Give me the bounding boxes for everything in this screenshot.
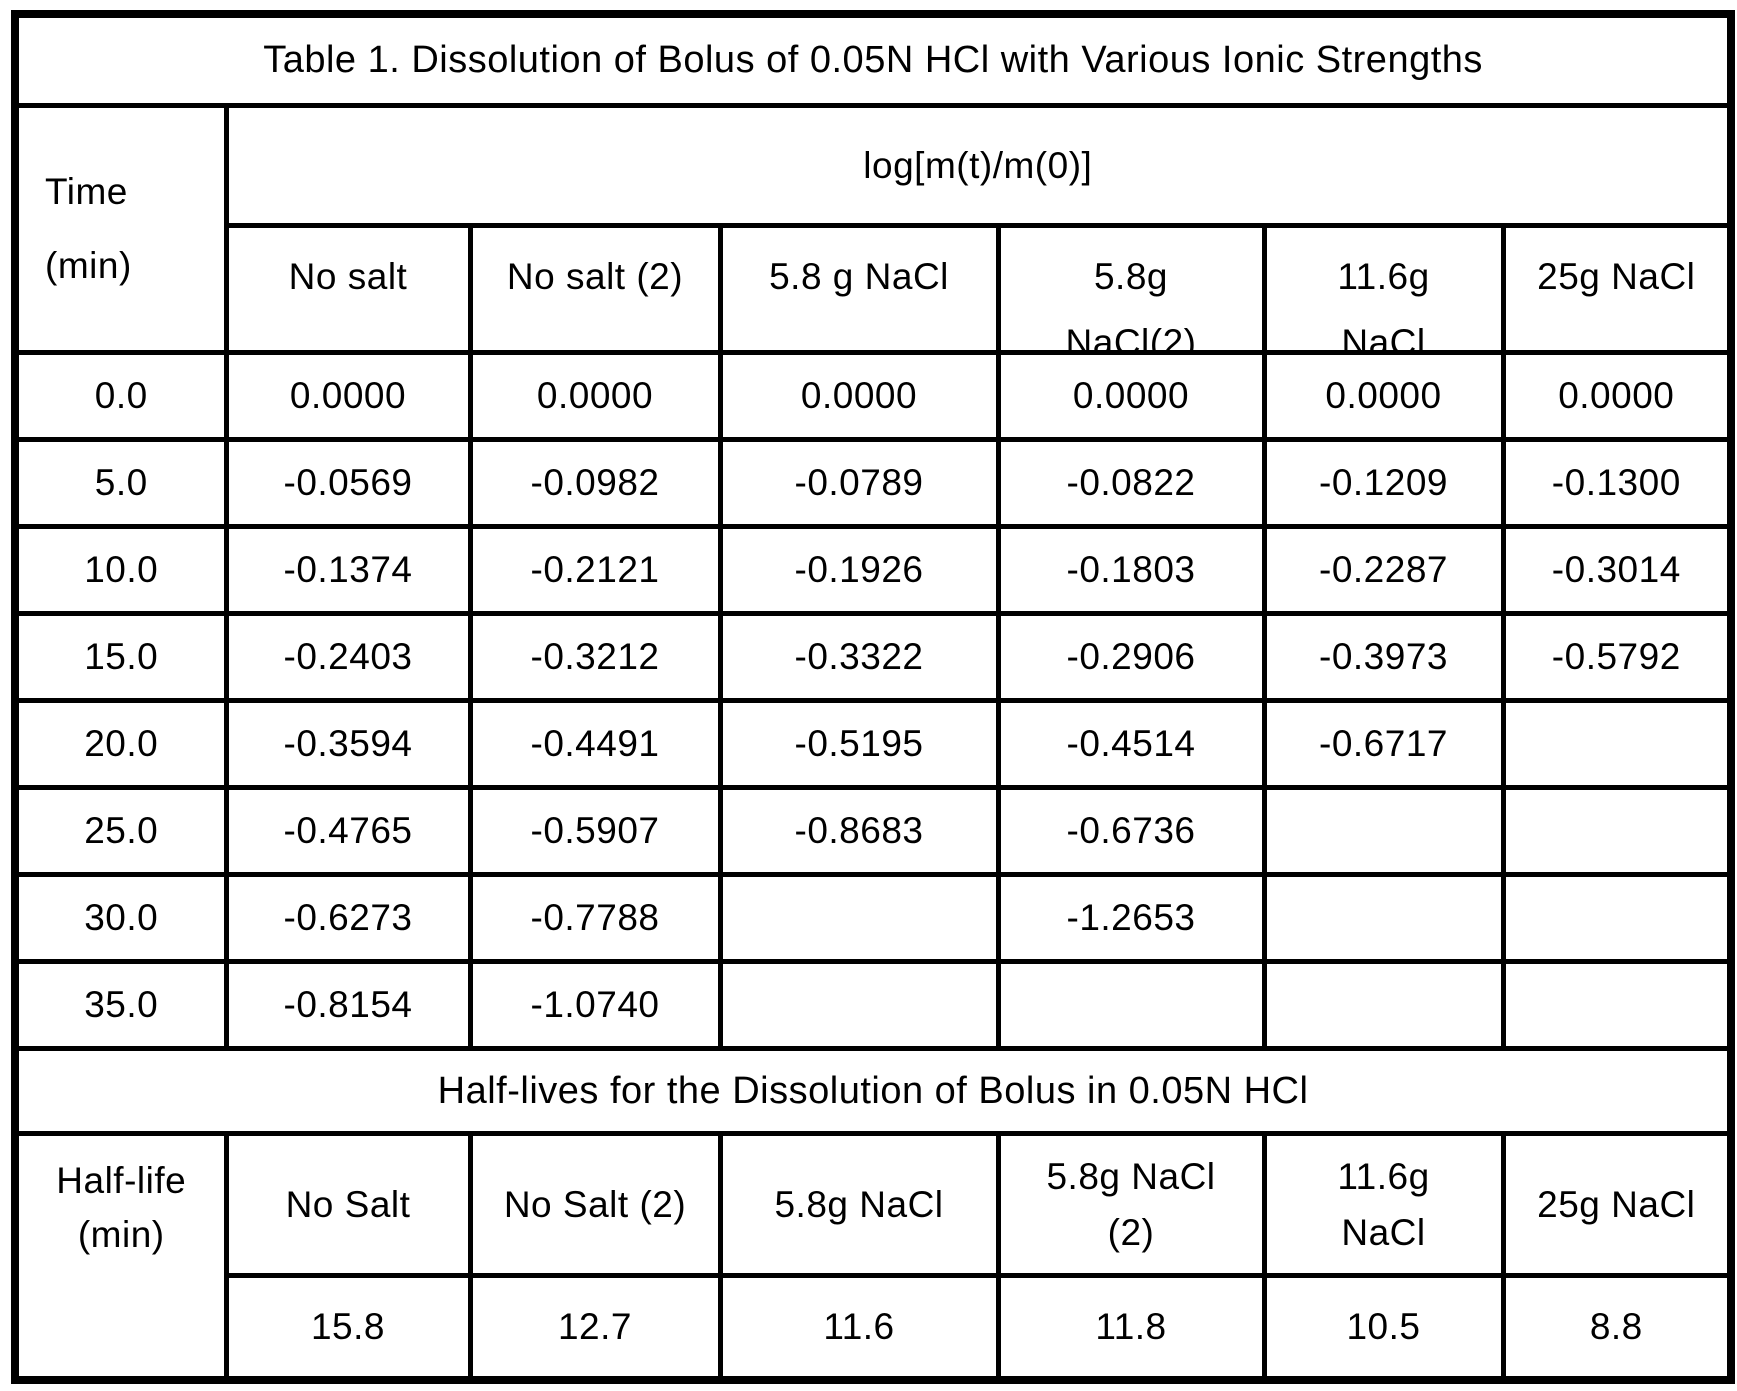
column-header-row: No salt No salt (2) 5.8 g NaCl 5.8g NaCl…: [15, 223, 1734, 355]
value-cell: -0.1926: [717, 524, 1001, 616]
value-cell: -0.1300: [1500, 437, 1734, 529]
value-cell: -0.3212: [467, 611, 723, 703]
value-cell: -0.7788: [467, 872, 723, 964]
value-cell: -0.4491: [467, 698, 723, 790]
value-cell: -0.3322: [717, 611, 1001, 703]
column-header-11-6g-nacl: 11.6g NaCl: [1261, 223, 1506, 355]
value-cell: -0.3594: [223, 698, 473, 790]
table-row: 25.0 -0.4765 -0.5907 -0.8683 -0.6736: [12, 785, 1734, 877]
value-cell: -0.4765: [223, 785, 473, 877]
value-cell: -0.0789: [717, 437, 1001, 529]
value-cell: -0.2287: [1261, 524, 1506, 616]
half-life-header-25g-nacl: 25g NaCl: [1500, 1131, 1734, 1278]
value-cell: -0.3014: [1500, 524, 1734, 616]
table-row: 10.0 -0.1374 -0.2121 -0.1926 -0.1803 -0.…: [12, 524, 1734, 616]
value-cell: [1500, 872, 1734, 964]
value-cell: [1261, 785, 1506, 877]
value-cell: -0.4514: [995, 698, 1267, 790]
table-row: 0.0 0.0000 0.0000 0.0000 0.0000 0.0000 0…: [12, 350, 1734, 442]
value-cell: -0.1209: [1261, 437, 1506, 529]
value-cell: [717, 959, 1001, 1051]
value-cell: -0.6717: [1261, 698, 1506, 790]
half-life-value-row: 15.8 12.7 11.6 11.8 10.5 8.8: [15, 1273, 1734, 1382]
value-cell: -0.5195: [717, 698, 1001, 790]
half-lives-banner: Half-lives for the Dissolution of Bolus …: [12, 1046, 1734, 1136]
column-header-5-8g-nacl-2: 5.8g NaCl(2): [995, 223, 1267, 355]
column-header-no-salt-2: No salt (2): [467, 223, 723, 355]
time-cell: 30.0: [12, 872, 229, 964]
value-cell: -0.0569: [223, 437, 473, 529]
table-row: 30.0 -0.6273 -0.7788 -1.2653: [12, 872, 1734, 964]
half-life-value: 11.6: [717, 1273, 1001, 1382]
value-cell: [717, 872, 1001, 964]
time-cell: 20.0: [12, 698, 229, 790]
time-cell: 0.0: [12, 350, 229, 442]
value-cell: 0.0000: [467, 350, 723, 442]
time-cell: 5.0: [12, 437, 229, 529]
half-life-value: 10.5: [1261, 1273, 1506, 1382]
time-cell: 25.0: [12, 785, 229, 877]
log-span-header: log[m(t)/m(0)]: [223, 103, 1734, 228]
value-cell: [995, 959, 1267, 1051]
time-cell: 10.0: [12, 524, 229, 616]
time-cell: 15.0: [12, 611, 229, 703]
value-cell: -0.3973: [1261, 611, 1506, 703]
value-cell: -0.1803: [995, 524, 1267, 616]
value-cell: -0.0982: [467, 437, 723, 529]
half-life-value: 12.7: [467, 1273, 723, 1382]
value-cell: -0.1374: [223, 524, 473, 616]
value-cell: -0.6736: [995, 785, 1267, 877]
table-title-row: Table 1. Dissolution of Bolus of 0.05N H…: [12, 11, 1734, 108]
column-header-5-8g-nacl: 5.8 g NaCl: [717, 223, 1001, 355]
half-life-header-row: Half-life (min) No Salt No Salt (2) 5.8g…: [12, 1131, 1734, 1382]
half-lives-banner-row: Half-lives for the Dissolution of Bolus …: [12, 1046, 1734, 1136]
half-life-value: 8.8: [1500, 1273, 1734, 1382]
table-row: 5.0 -0.0569 -0.0982 -0.0789 -0.0822 -0.1…: [12, 437, 1734, 529]
time-cell: 35.0: [12, 959, 229, 1051]
value-cell: 0.0000: [717, 350, 1001, 442]
value-cell: 0.0000: [995, 350, 1267, 442]
value-cell: [1261, 872, 1506, 964]
value-cell: -0.2403: [223, 611, 473, 703]
value-cell: [1261, 959, 1506, 1051]
column-header-no-salt: No salt: [223, 223, 473, 355]
value-cell: -0.0822: [995, 437, 1267, 529]
table-row: 35.0 -0.8154 -1.0740: [12, 959, 1734, 1051]
half-life-header-5-8g-nacl-2: 5.8g NaCl (2): [995, 1131, 1267, 1278]
value-cell: -0.8683: [717, 785, 1001, 877]
value-cell: 0.0000: [1261, 350, 1506, 442]
table-row: 15.0 -0.2403 -0.3212 -0.3322 -0.2906 -0.…: [12, 611, 1734, 703]
time-column-header-label: Time (min): [45, 171, 132, 286]
half-life-header-no-salt-2: No Salt (2): [467, 1131, 723, 1278]
value-cell: -0.2121: [467, 524, 723, 616]
value-cell: -0.5907: [467, 785, 723, 877]
value-cell: -1.0740: [467, 959, 723, 1051]
value-cell: -1.2653: [995, 872, 1267, 964]
value-cell: -0.8154: [223, 959, 473, 1051]
half-life-header-11-6g-nacl: 11.6g NaCl: [1261, 1131, 1506, 1278]
value-cell: 0.0000: [223, 350, 473, 442]
value-cell: [1500, 959, 1734, 1051]
half-life-row-label: Half-life (min): [12, 1131, 229, 1382]
half-life-value: 11.8: [995, 1273, 1267, 1382]
table-row: 20.0 -0.3594 -0.4491 -0.5195 -0.4514 -0.…: [12, 698, 1734, 790]
table-title: Table 1. Dissolution of Bolus of 0.05N H…: [12, 11, 1734, 108]
value-cell: [1500, 698, 1734, 790]
value-cell: 0.0000: [1500, 350, 1734, 442]
value-cell: -0.5792: [1500, 611, 1734, 703]
value-cell: -0.6273: [223, 872, 473, 964]
value-cell: [1500, 785, 1734, 877]
dissolution-data-table: Table 1. Dissolution of Bolus of 0.05N H…: [11, 10, 1736, 1384]
half-life-header-5-8g-nacl: 5.8g NaCl: [717, 1131, 1001, 1278]
span-header-row: Time (min) log[m(t)/m(0)]: [12, 103, 1734, 355]
column-header-25g-nacl: 25g NaCl: [1500, 223, 1734, 355]
value-cell: -0.2906: [995, 611, 1267, 703]
half-life-value: 15.8: [223, 1273, 473, 1382]
half-life-header-no-salt: No Salt: [223, 1131, 473, 1278]
time-column-header: Time (min): [12, 103, 229, 355]
